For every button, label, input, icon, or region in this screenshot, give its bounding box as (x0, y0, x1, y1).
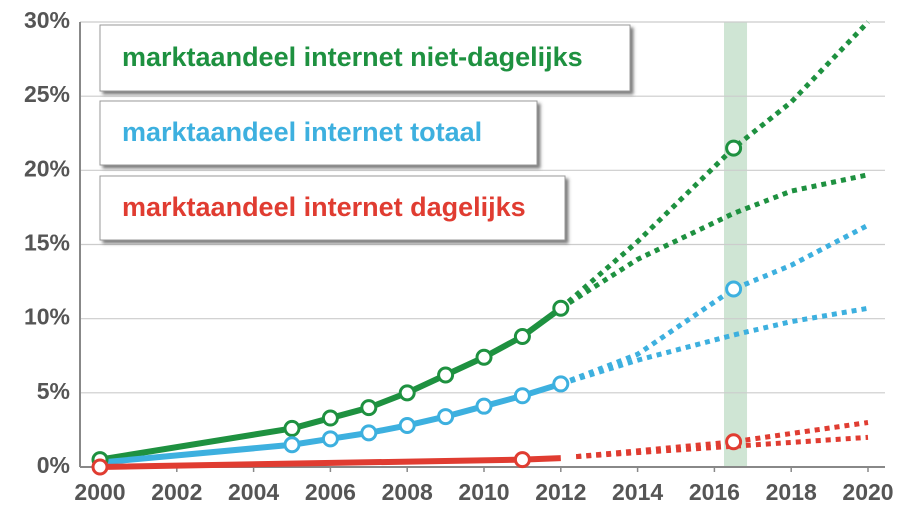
x-tick-label: 2000 (74, 479, 125, 505)
point (725, 139, 743, 157)
point (321, 430, 339, 448)
x-tick-label: 2020 (842, 479, 893, 505)
point (283, 419, 301, 437)
y-tick-label: 5% (37, 378, 70, 404)
point (360, 424, 378, 442)
projection-line (560, 305, 869, 387)
point (91, 458, 109, 476)
projection-line (559, 172, 869, 311)
y-tick-label: 15% (24, 230, 70, 256)
x-tick-label: 2010 (458, 479, 509, 505)
y-tick-label: 25% (24, 81, 70, 107)
point (437, 408, 455, 426)
point (283, 436, 301, 454)
y-tick-label: 10% (24, 304, 70, 330)
point (513, 387, 531, 405)
legend-box (99, 24, 631, 92)
projection-line (575, 434, 869, 460)
point (475, 397, 493, 415)
point (552, 299, 570, 317)
point (552, 375, 570, 393)
point (725, 433, 743, 451)
point (398, 384, 416, 402)
point (437, 366, 455, 384)
legend-label: marktaandeel internet niet-dagelijks (122, 42, 583, 72)
legend-box (99, 100, 538, 166)
line (99, 455, 561, 470)
y-tick-label: 20% (24, 155, 70, 181)
point (475, 348, 493, 366)
y-tick-label: 30% (24, 7, 70, 33)
point (513, 451, 531, 469)
x-tick-label: 2008 (382, 479, 433, 505)
legend-label: marktaandeel internet totaal (122, 117, 482, 147)
point (321, 409, 339, 427)
point (513, 327, 531, 345)
point (398, 416, 416, 434)
x-tick-label: 2018 (766, 479, 817, 505)
x-tick-label: 2016 (689, 479, 740, 505)
legend-box (99, 175, 566, 241)
x-tick-label: 2012 (535, 479, 586, 505)
x-tick-label: 2006 (305, 479, 356, 505)
y-tick-label: 0% (37, 452, 70, 478)
x-tick-label: 2014 (612, 479, 663, 505)
x-tick-label: 2002 (151, 479, 202, 505)
projection-line (559, 223, 870, 387)
x-tick-label: 2004 (228, 479, 279, 505)
point (360, 399, 378, 417)
point (725, 280, 743, 298)
legend-label: marktaandeel internet dagelijks (122, 192, 526, 222)
